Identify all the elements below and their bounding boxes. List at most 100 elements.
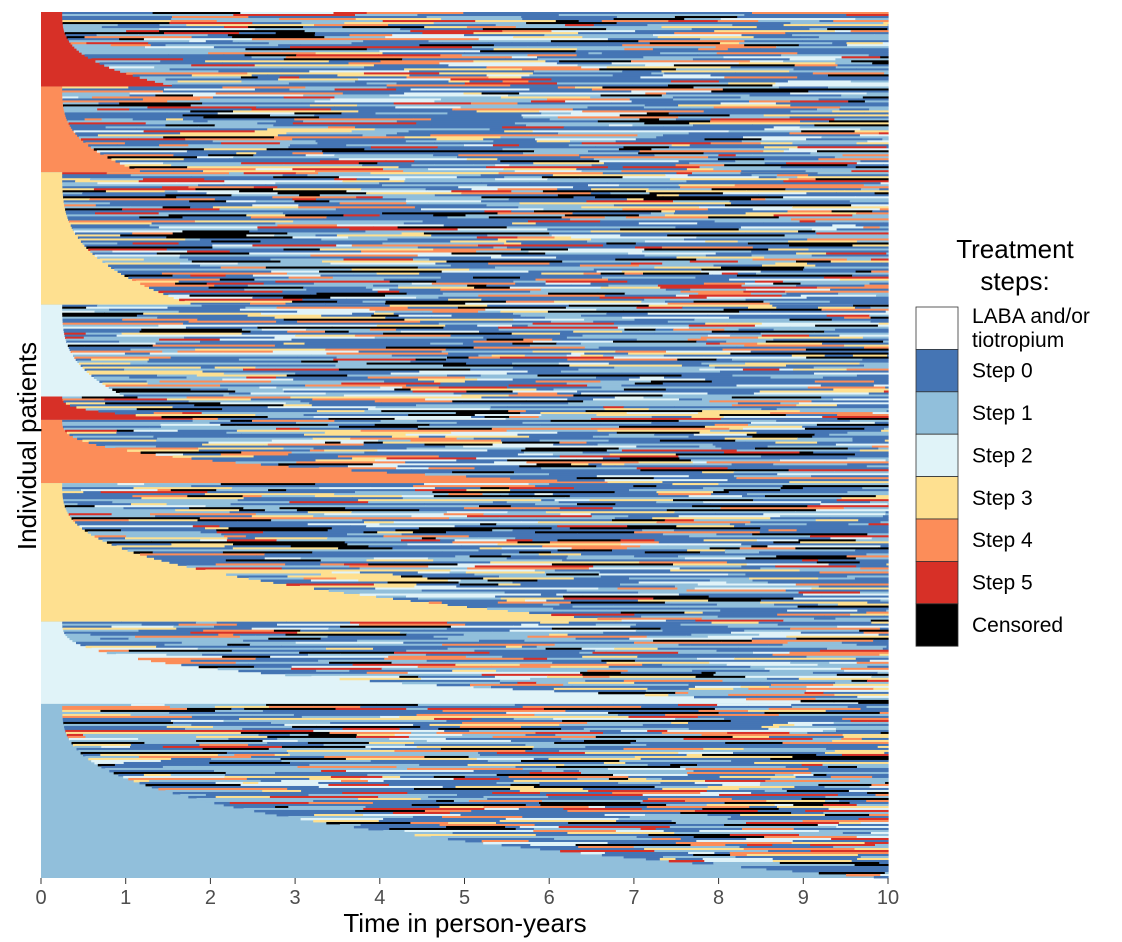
sequence-segment xyxy=(629,815,732,819)
sequence-segment xyxy=(487,759,522,763)
sequence-segment xyxy=(821,168,889,171)
sequence-segment xyxy=(241,124,274,127)
sequence-segment xyxy=(394,561,491,564)
sequence-segment xyxy=(165,44,216,47)
sequence-segment xyxy=(487,278,536,282)
sequence-segment xyxy=(815,230,889,233)
sequence-segment xyxy=(500,344,531,348)
sequence-segment xyxy=(416,404,521,407)
sequence-segment xyxy=(62,98,144,101)
sequence-segment xyxy=(296,509,420,512)
sequence-segment xyxy=(465,376,597,379)
sequence-segment xyxy=(639,803,667,807)
sequence-segment xyxy=(341,90,427,93)
sequence-segment xyxy=(741,34,793,37)
sequence-segment xyxy=(268,637,322,641)
sequence-segment xyxy=(668,146,765,149)
sequence-segment xyxy=(180,793,207,797)
sequence-segment xyxy=(699,829,820,833)
sequence-segment xyxy=(675,857,704,861)
legend-label: Step 2 xyxy=(972,444,1033,467)
sequence-segment xyxy=(283,390,335,393)
sequence-segment xyxy=(717,615,825,619)
sequence-segment xyxy=(92,96,214,99)
sequence-segment xyxy=(760,681,836,685)
sequence-segment xyxy=(148,427,277,431)
sequence-segment xyxy=(736,384,822,387)
sequence-segment xyxy=(715,252,797,255)
sequence-segment xyxy=(758,831,844,835)
sequence-segment xyxy=(710,74,829,77)
sequence-segment xyxy=(160,759,282,763)
sequence-segment xyxy=(310,294,386,298)
sequence-segment xyxy=(487,184,589,187)
sequence-segment xyxy=(635,719,732,723)
sequence-segment xyxy=(417,703,516,707)
sequence-segment xyxy=(124,368,244,371)
sequence-segment xyxy=(814,617,836,621)
sequence-segment xyxy=(287,787,415,791)
sequence-segment xyxy=(744,441,776,444)
sequence-segment xyxy=(574,615,627,619)
sequence-segment xyxy=(331,326,444,330)
sequence-segment xyxy=(188,186,255,189)
sequence-segment xyxy=(613,773,689,777)
sequence-segment xyxy=(170,719,225,723)
sequence-segment xyxy=(357,639,480,643)
sequence-segment xyxy=(62,703,132,707)
sequence-segment xyxy=(579,178,671,181)
sequence-segment xyxy=(636,306,683,310)
sequence-segment xyxy=(63,200,190,203)
sequence-segment xyxy=(876,268,889,271)
sequence-segment xyxy=(195,160,222,163)
sequence-segment xyxy=(222,62,350,65)
sequence-segment xyxy=(857,853,889,857)
sequence-segment xyxy=(773,282,802,286)
sequence-segment xyxy=(571,547,628,550)
sequence-segment xyxy=(62,707,188,711)
sequence-segment xyxy=(248,577,305,580)
sequence-segment xyxy=(170,152,237,155)
sequence-segment xyxy=(674,831,759,835)
sequence-segment xyxy=(398,831,415,835)
sequence-segment xyxy=(62,190,107,193)
sequence-segment xyxy=(790,661,830,665)
sequence-segment xyxy=(64,206,131,209)
sequence-segment xyxy=(673,98,700,101)
sequence-segment xyxy=(681,374,733,377)
sequence-segment xyxy=(85,408,138,411)
sequence-segment xyxy=(819,715,889,719)
sequence-segment xyxy=(66,212,96,215)
sequence-segment xyxy=(70,42,87,45)
sequence-segment xyxy=(567,493,659,496)
sequence-segment xyxy=(797,437,853,441)
sequence-segment xyxy=(476,757,535,761)
sequence-segment xyxy=(751,545,768,548)
sequence-segment xyxy=(100,637,130,641)
sequence-segment xyxy=(660,781,696,785)
sequence-segment xyxy=(680,765,787,769)
sequence-segment xyxy=(230,419,253,423)
sequence-segment xyxy=(620,543,742,546)
sequence-segment xyxy=(325,441,342,444)
sequence-segment xyxy=(255,242,383,245)
sequence-segment xyxy=(884,872,889,875)
sequence-segment xyxy=(539,439,610,443)
sequence-segment xyxy=(792,34,875,37)
sequence-segment xyxy=(764,146,799,149)
sequence-segment xyxy=(582,334,709,338)
sequence-segment xyxy=(256,555,376,558)
sequence-segment xyxy=(512,581,583,584)
sequence-segment xyxy=(741,170,807,173)
sequence-segment xyxy=(740,226,864,229)
sequence-segment xyxy=(340,653,427,657)
sequence-segment xyxy=(108,264,201,267)
sequence-segment xyxy=(106,651,217,655)
sequence-segment xyxy=(624,48,654,51)
sequence-segment xyxy=(471,809,492,813)
x-tick-label: 7 xyxy=(628,887,639,909)
sequence-segment xyxy=(281,645,359,649)
sequence-segment xyxy=(864,364,889,367)
sequence-segment xyxy=(425,398,520,401)
sequence-segment xyxy=(374,400,453,403)
